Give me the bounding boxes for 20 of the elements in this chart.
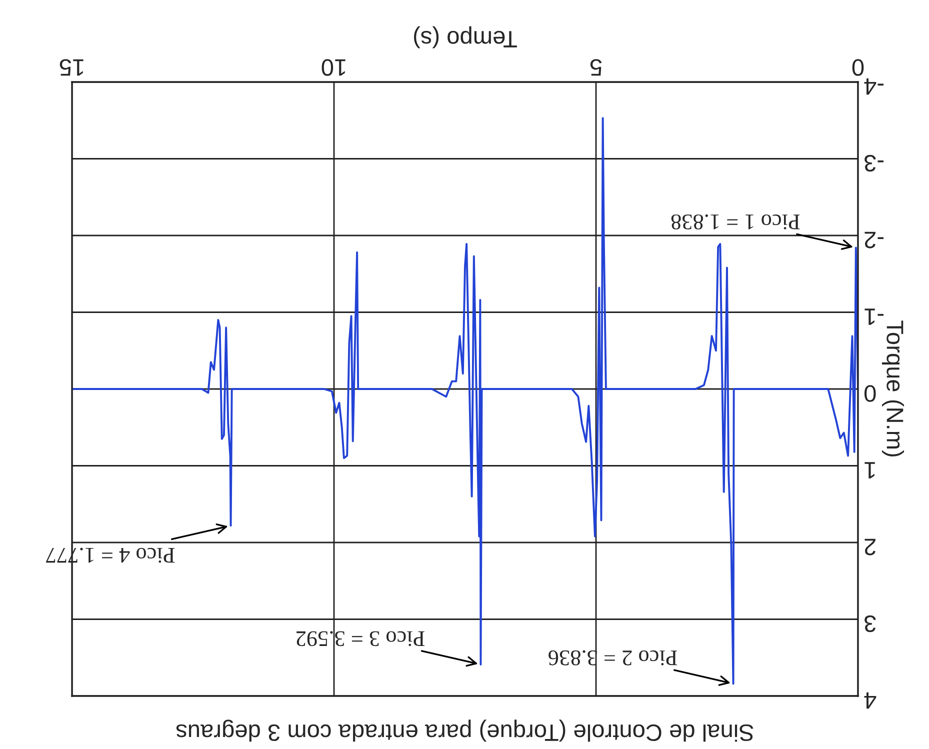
x-tick-label: 10 xyxy=(322,59,346,76)
annotation: Pico 2 = 3.836 xyxy=(548,650,678,666)
x-tick-label: 15 xyxy=(60,59,84,76)
annotation: Pico 4 = 1.777 xyxy=(46,548,175,563)
annotation: Pico 3 = 3.592 xyxy=(296,631,425,646)
y-axis-title: Torque (N.m) xyxy=(882,320,904,456)
y-tick-label: -3 xyxy=(864,154,884,172)
x-tick-label: 5 xyxy=(590,59,602,76)
y-tick-label: 1 xyxy=(864,462,875,478)
y-tick-label: -4 xyxy=(864,78,884,95)
y-tick-label: 4 xyxy=(864,692,876,709)
y-tick-label: 2 xyxy=(864,538,876,556)
text: Sinal de Controle (Torque) para entrada com 3 degraus xyxy=(176,720,754,742)
y-tick-label: 0 xyxy=(864,385,876,402)
y-tick-label: 3 xyxy=(864,615,876,632)
x-tick-label: 0 xyxy=(852,59,864,76)
x-axis-title: Tempo (s) xyxy=(414,26,517,48)
y-tick-label: -2 xyxy=(864,232,884,248)
y-tick-label: -1 xyxy=(864,308,884,325)
annotation: Pico 1 = 1.838 xyxy=(671,214,800,230)
